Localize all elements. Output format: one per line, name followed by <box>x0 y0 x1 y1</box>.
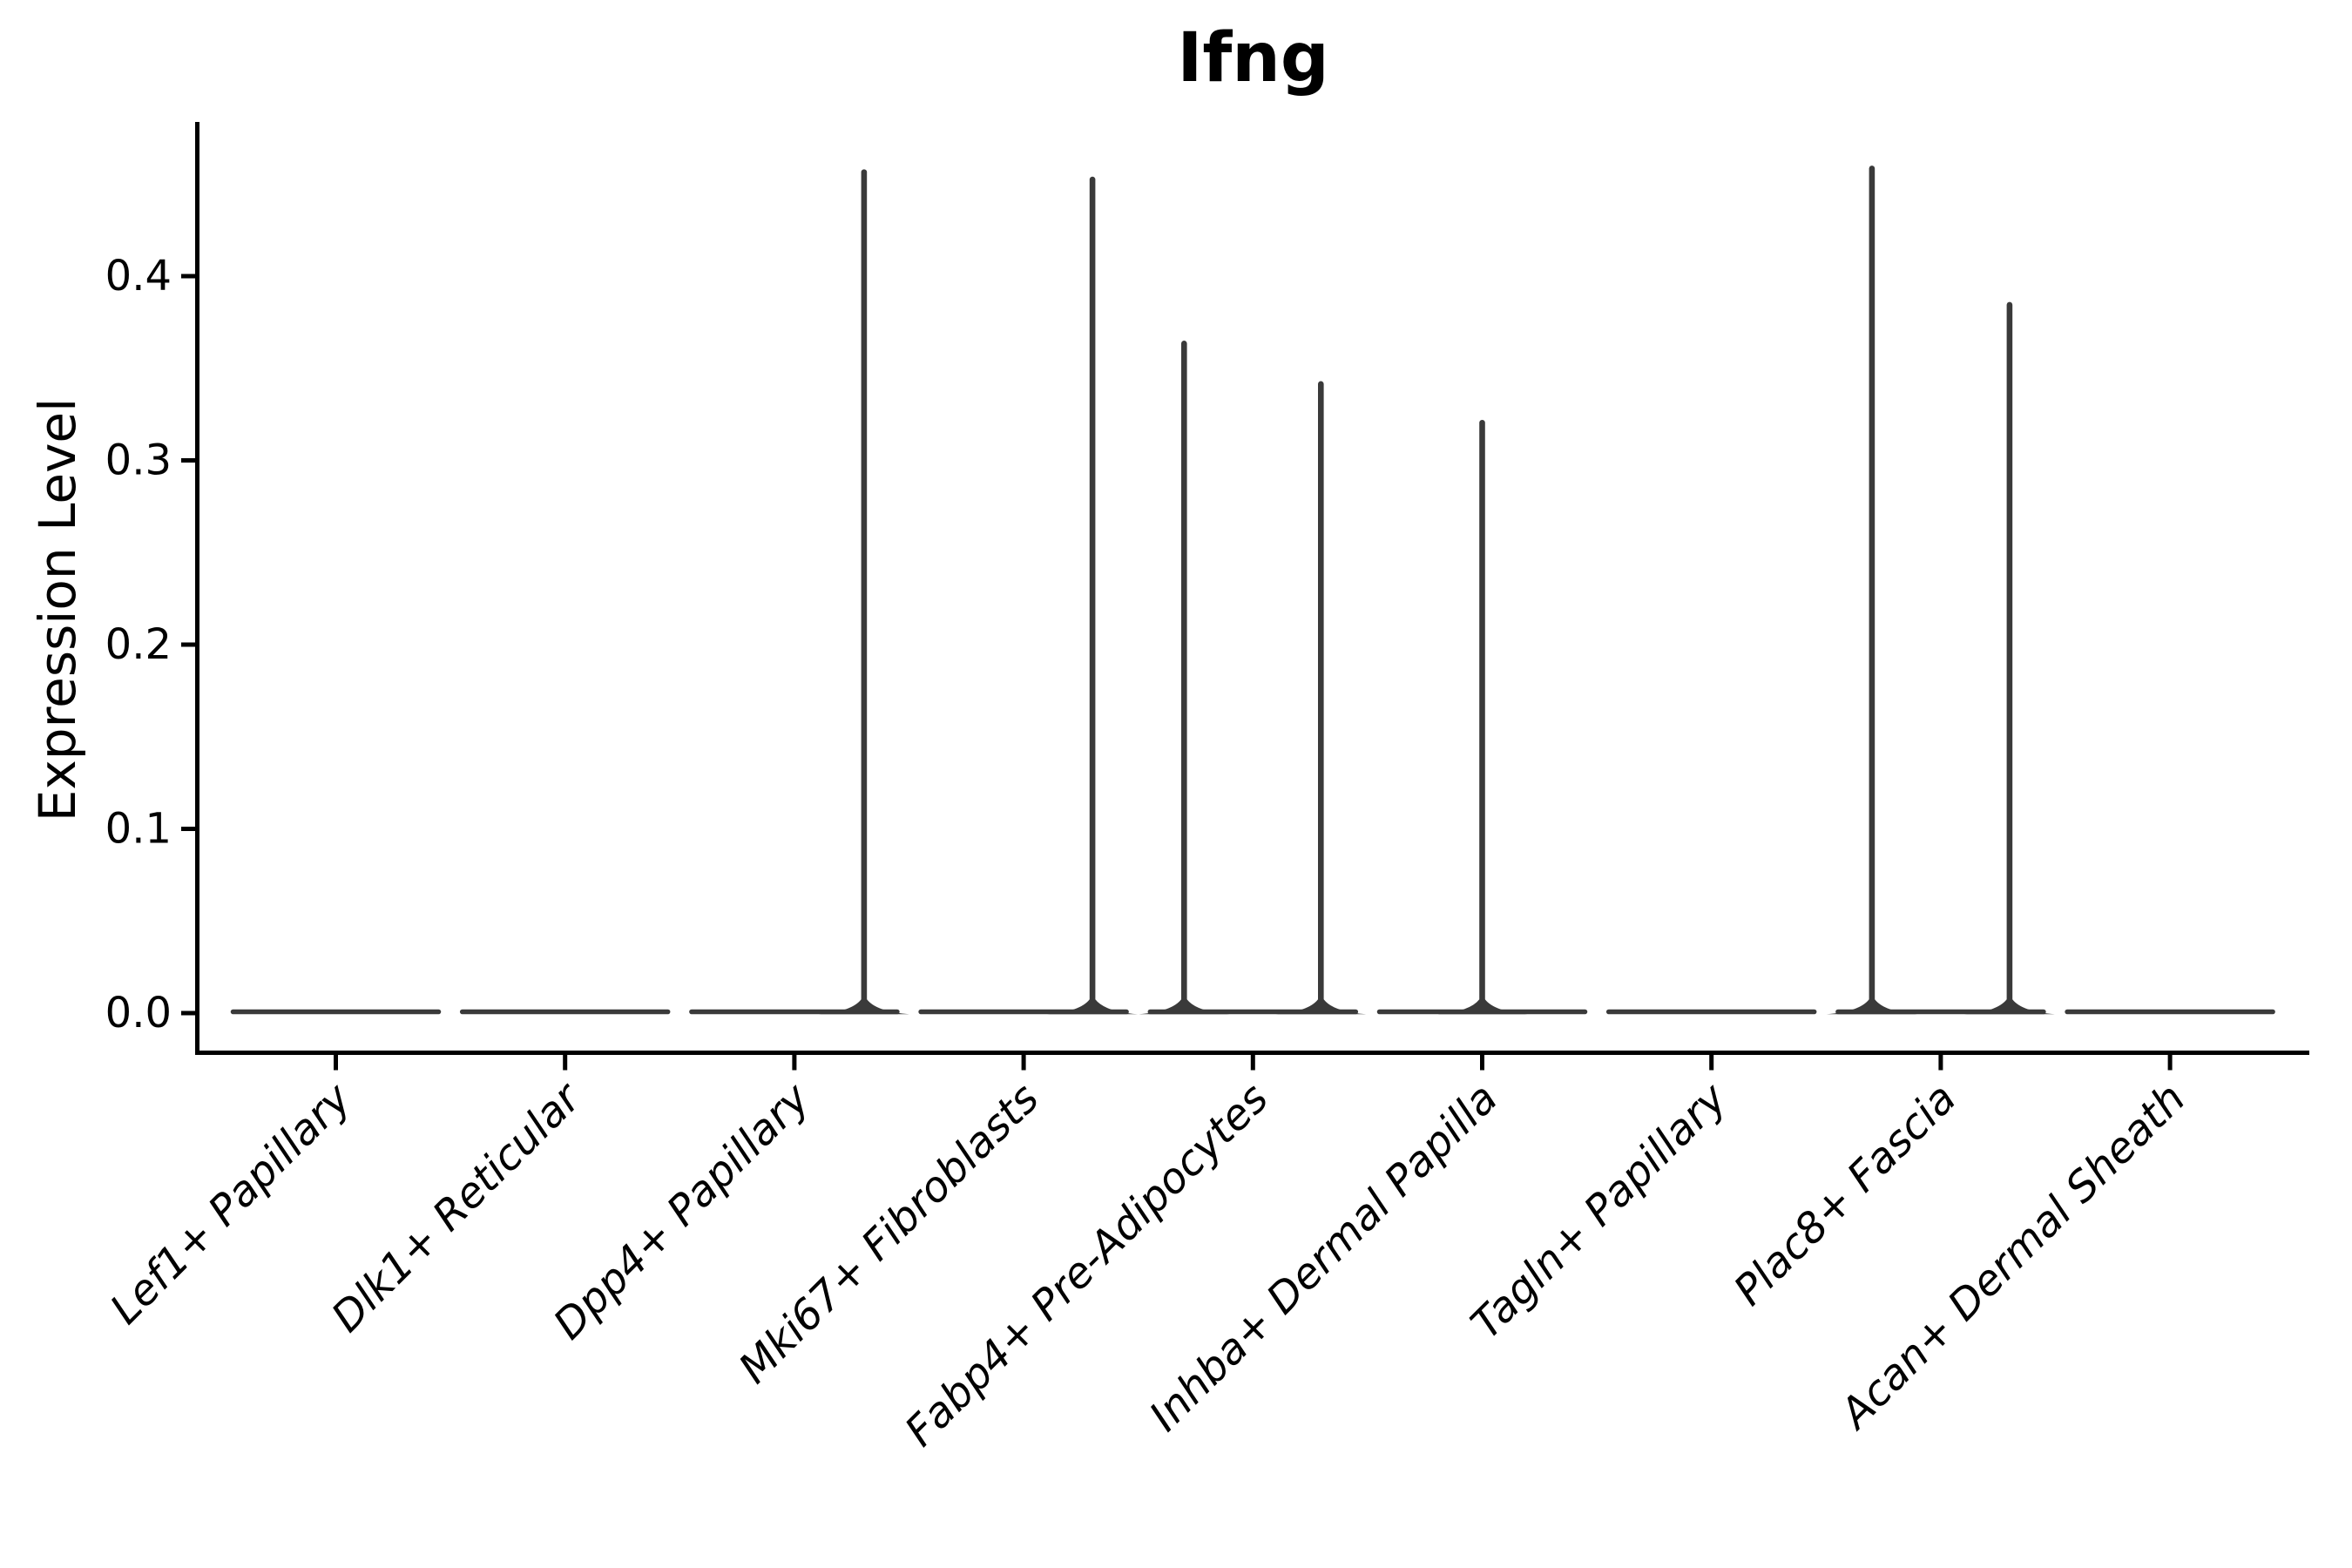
x-tick-label: Tagln+ Papillary <box>1462 1073 1737 1348</box>
y-tick-label: 0.4 <box>105 252 172 301</box>
violin-spike-flare <box>1436 999 1528 1015</box>
violin-spike-flare <box>1047 999 1139 1015</box>
x-tick-label: Fabp4+ Pre-Adipocytes <box>896 1074 1278 1456</box>
y-tick-label: 0.3 <box>105 436 172 485</box>
y-tick-label: 0.1 <box>105 805 172 854</box>
x-tick-label: Lef1+ Papillary <box>101 1073 362 1334</box>
violin-spike-flare <box>1139 999 1230 1015</box>
violin-spike-flare <box>818 999 909 1015</box>
chart-title: Ifng <box>1177 19 1329 98</box>
x-tick-label: Dlk1+ Reticular <box>322 1072 592 1342</box>
y-tick-label: 0.0 <box>105 989 172 1037</box>
violin-spike-flare <box>1826 999 1917 1015</box>
violin-spike-flare <box>1963 999 2055 1015</box>
x-tick-label: Dpp4+ Papillary <box>544 1073 820 1348</box>
x-tick-label: Plac8+ Fascia <box>1725 1074 1966 1315</box>
y-tick-label: 0.2 <box>105 620 172 669</box>
violin-spike-flare <box>1275 999 1367 1015</box>
